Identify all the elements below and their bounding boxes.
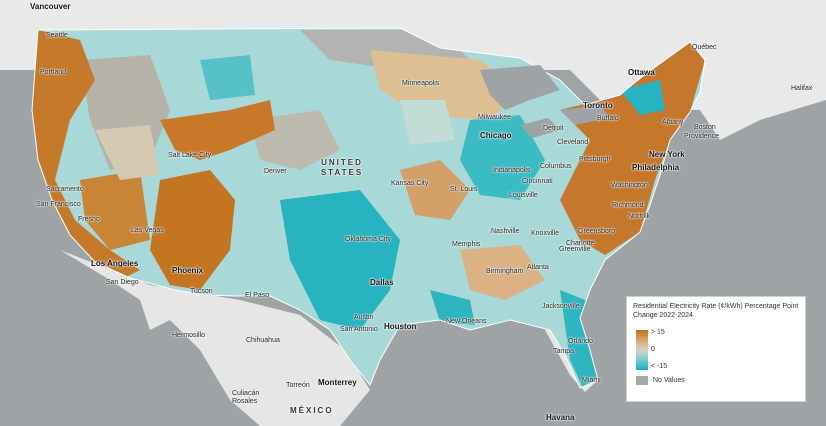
city-label-new-orleans: New Orleans [446,318,487,325]
city-label-albany: Albany [662,119,684,126]
city-label-philadelphia: Philadelphia [632,163,680,172]
great-lakes [480,65,610,138]
city-label-greenville: Greenville [559,246,591,253]
city-label-denver: Denver [264,168,287,175]
city-label-boston: Boston [694,124,716,131]
legend-no-values-swatch [636,376,648,385]
country-label-united-states: UNITED STATES [320,158,364,177]
region-increase [560,40,705,255]
region-decrease [460,115,545,200]
city-label-charlotte: Charlotte [566,240,595,247]
city-label-culiacan-rosales: Culiacán Rosales [232,390,260,405]
region-decrease [280,190,400,330]
city-label-monterrey: Monterrey [318,378,357,387]
legend-title: Residential Electricity Rate (¢/kWh) Per… [633,303,799,319]
city-label-vancouver: Vancouver [30,2,71,11]
city-label-providence: Providence [684,133,720,140]
city-label-hermosillo: Hermosillo [172,332,206,339]
region-increase [150,170,235,290]
city-label-san-francisco: San Francisco [36,201,81,208]
city-label-knoxville: Knoxville [531,230,560,237]
city-label-jacksonville: Jacksonville [542,303,580,310]
city-label-fresno: Fresno [78,216,100,223]
city-label-norfolk: Norfolk [628,213,651,220]
city-label-cleveland: Cleveland [557,139,589,146]
city-label-tampa: Tampa [553,348,575,355]
city-label-st-louis: St. Louis [450,186,478,193]
map-legend: Residential Electricity Rate (¢/kWh) Per… [626,296,806,402]
city-label-detroit: Detroit [543,125,564,132]
land-mexico [60,250,370,426]
city-label-indianapolis: Indianapolis [493,167,531,174]
city-label-tucson: Tucson [190,288,213,295]
region-increase [32,30,140,280]
city-label-kansas-city: Kansas City [391,180,429,187]
city-label-richmond: Richmond [612,202,644,209]
region-decrease [430,290,475,325]
city-label-pittsburgh: Pittsburgh [579,156,611,163]
region-decrease [620,80,665,115]
region-decrease [560,290,598,388]
legend-mid-label: 0 [651,346,655,353]
city-label-portland: Portland [40,69,67,76]
city-label-seattle: Seattle [46,32,68,39]
city-label-oklahoma-city: Oklahoma City [345,236,391,243]
city-label-las-vegas: Las Vegas [131,227,164,234]
country-label-mexico: MÉXICO [290,406,334,415]
region-increase [460,245,545,300]
city-label-los-angeles: Los Angeles [91,259,139,268]
city-label-miami: Miami [582,377,601,384]
city-label-chihuahua: Chihuahua [246,337,280,344]
city-label-cincinnati: Cincinnati [522,178,553,185]
region-increase [400,160,470,220]
legend-high-label: > 15 [651,329,665,336]
city-label-austin: Austin [354,314,374,321]
city-label-louisville: Louisville [509,192,538,199]
city-label-chicago: Chicago [480,131,512,140]
city-label-sacramento: Sacramento [46,186,84,193]
city-label-toronto: Toronto [583,101,613,110]
city-label-memphis: Memphis [452,241,481,248]
city-label-buffalo: Buffalo [597,115,619,122]
city-label-quebec: Québec [692,44,717,51]
region-increase [80,170,150,250]
city-label-orlando: Orlando [568,338,593,345]
legend-color-ramp [636,330,648,370]
legend-no-values-label: No Values [653,377,685,384]
legend-low-label: < -15 [651,363,668,370]
city-label-milwaukee: Milwaukee [478,114,512,121]
city-label-ottawa: Ottawa [628,68,655,77]
city-label-greensboro: Greensboro [578,228,615,235]
region-neutral [95,125,160,180]
city-label-atlanta: Atlanta [527,264,549,271]
city-label-havana: Havana [546,413,575,422]
us-outline [31,27,706,389]
city-label-san-diego: San Diego [106,279,139,286]
city-label-san-antonio: San Antonio [340,326,378,333]
city-label-houston: Houston [384,322,417,331]
region-decrease [200,55,255,100]
city-label-el-paso: El Paso [245,292,270,299]
city-label-phoenix: Phoenix [172,266,204,275]
city-label-washington: Washington [611,182,648,189]
city-label-minneapolis: Minneapolis [402,80,440,87]
city-label-birmingham: Birmingham [486,268,524,275]
region-neutral [400,100,455,145]
city-label-salt-lake-city: Salt Lake City [168,152,212,159]
city-label-dallas: Dallas [370,278,394,287]
city-label-nashville: Nashville [491,228,520,235]
city-label-new-york: New York [649,150,685,159]
city-label-halifax: Halifax [791,85,813,92]
region-increase [160,100,275,160]
city-label-columbus: Columbus [540,163,572,170]
city-label-torreon: Torreón [286,382,310,389]
